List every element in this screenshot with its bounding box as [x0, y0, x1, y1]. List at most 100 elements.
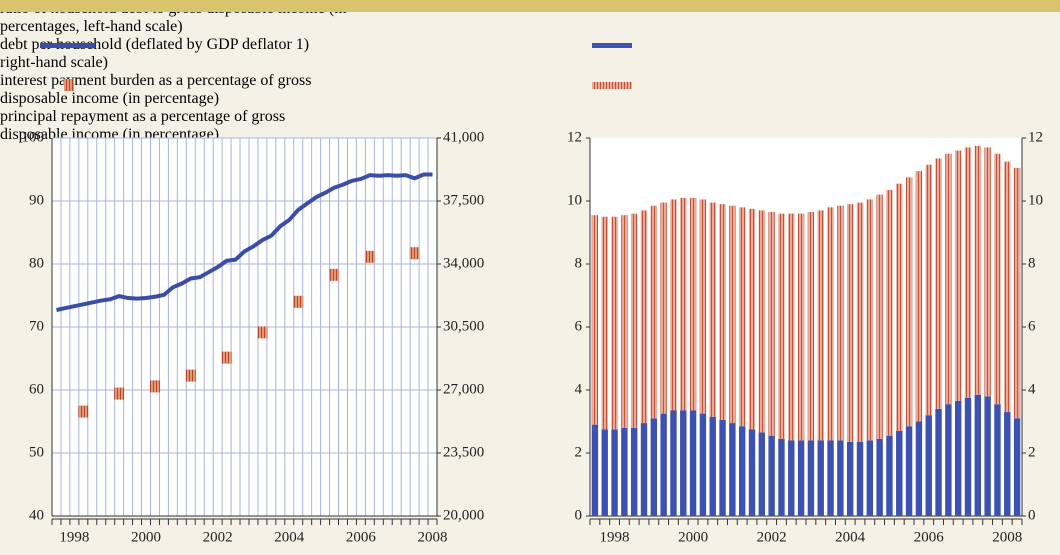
- bar-segment: [660, 202, 667, 414]
- bar-segment: [807, 212, 815, 441]
- bar-segment: [719, 204, 726, 420]
- legend-label: debt per household (deflated by GDP defl…: [0, 36, 310, 71]
- marker: [364, 250, 375, 263]
- bar-segment: [896, 430, 903, 516]
- y2-tick-label: 41,000: [443, 129, 484, 145]
- bar-segment: [817, 210, 824, 441]
- marker: [185, 369, 196, 382]
- bar-segment: [748, 208, 756, 430]
- bar-segment: [699, 199, 707, 414]
- top-band: [0, 0, 1060, 12]
- x-tick-label: 2000: [678, 529, 708, 545]
- bar-segment: [591, 424, 599, 516]
- bar-segment: [896, 183, 903, 431]
- y-tick-label: 8: [575, 255, 583, 271]
- bar-segment: [837, 205, 844, 441]
- bar-segment: [778, 438, 785, 516]
- bar-segment: [689, 197, 697, 411]
- bar-segment: [729, 423, 736, 516]
- bar-segment: [905, 177, 913, 427]
- bar-segment: [876, 194, 883, 439]
- y2-tick-label: 8: [1028, 255, 1036, 271]
- x-tick-label: 1998: [59, 529, 89, 545]
- y2-tick-label: 37,500: [443, 192, 484, 208]
- y-tick-label: 2: [575, 444, 583, 460]
- x-tick-label: 2004: [835, 529, 866, 545]
- bar-segment: [670, 199, 677, 411]
- bar-segment: [768, 435, 775, 516]
- bar-segment: [621, 215, 628, 428]
- bar-segment: [797, 440, 805, 516]
- bar-segment: [866, 199, 874, 441]
- y-tick-label: 60: [29, 381, 44, 397]
- bar-segment: [856, 441, 864, 516]
- y-tick-label: 80: [29, 255, 44, 271]
- bar-segment: [925, 164, 932, 416]
- bar-segment: [719, 419, 726, 516]
- legend-label: interest payment burden as a percentage …: [0, 72, 312, 107]
- y-tick-label: 100: [22, 129, 45, 145]
- y2-tick-label: 23,500: [443, 444, 484, 460]
- bar-segment: [611, 216, 618, 430]
- bar-segment: [738, 207, 746, 427]
- bar-segment: [640, 210, 648, 424]
- bar-segment: [680, 410, 687, 516]
- x-tick-label: 2002: [757, 529, 787, 545]
- bar-segment: [738, 426, 746, 516]
- bar-segment: [827, 440, 834, 516]
- marker: [114, 387, 125, 400]
- bar-segment: [945, 404, 952, 516]
- marker: [329, 268, 340, 281]
- bar-segment: [601, 216, 608, 430]
- bar-segment: [797, 213, 805, 441]
- bar-segment: [994, 153, 1001, 405]
- bar-segment: [876, 438, 883, 516]
- y-tick-label: 0: [575, 507, 583, 523]
- bar-segment: [591, 215, 599, 425]
- legend-swatch: [64, 79, 74, 91]
- bar-segment: [866, 440, 874, 516]
- bar-segment: [729, 205, 736, 424]
- marker: [78, 405, 89, 418]
- bar-segment: [709, 416, 716, 516]
- bar-segment: [984, 396, 991, 516]
- y-tick-label: 12: [567, 129, 582, 145]
- y2-tick-label: 2: [1028, 444, 1036, 460]
- bar-segment: [964, 147, 972, 398]
- legend-swatch: [592, 43, 632, 48]
- y2-tick-label: 10: [1028, 192, 1043, 208]
- bar-segment: [984, 147, 991, 397]
- bar-segment: [709, 202, 716, 417]
- y2-tick-label: 20,000: [443, 507, 484, 523]
- line-series: [56, 172, 433, 312]
- marker: [221, 351, 232, 364]
- x-tick-label: 1998: [600, 529, 630, 545]
- bar-segment: [935, 408, 942, 516]
- marker: [409, 247, 420, 260]
- x-tick-label: 2008: [992, 529, 1022, 545]
- bar-segment: [788, 440, 795, 516]
- bar-segment: [945, 153, 952, 405]
- y-tick-label: 4: [575, 381, 583, 397]
- x-tick-label: 2004: [274, 529, 305, 545]
- bar-segment: [758, 210, 766, 433]
- bar-segment: [994, 404, 1001, 516]
- x-tick-label: 2002: [203, 529, 233, 545]
- y2-tick-label: 27,000: [443, 381, 484, 397]
- bar-segment: [954, 150, 962, 402]
- bar-segment: [1013, 167, 1021, 419]
- bar-segment: [807, 440, 815, 516]
- bar-segment: [827, 207, 834, 441]
- marker: [257, 326, 268, 339]
- bar-segment: [640, 423, 648, 516]
- x-tick-label: 2000: [131, 529, 161, 545]
- bar-segment: [768, 212, 775, 436]
- bar-segment: [886, 435, 893, 516]
- x-tick-label: 2006: [914, 529, 945, 545]
- legend-swatch: [592, 82, 632, 89]
- legend-swatch: [40, 43, 95, 48]
- bar-segment: [748, 429, 756, 516]
- y-tick-label: 70: [29, 318, 44, 334]
